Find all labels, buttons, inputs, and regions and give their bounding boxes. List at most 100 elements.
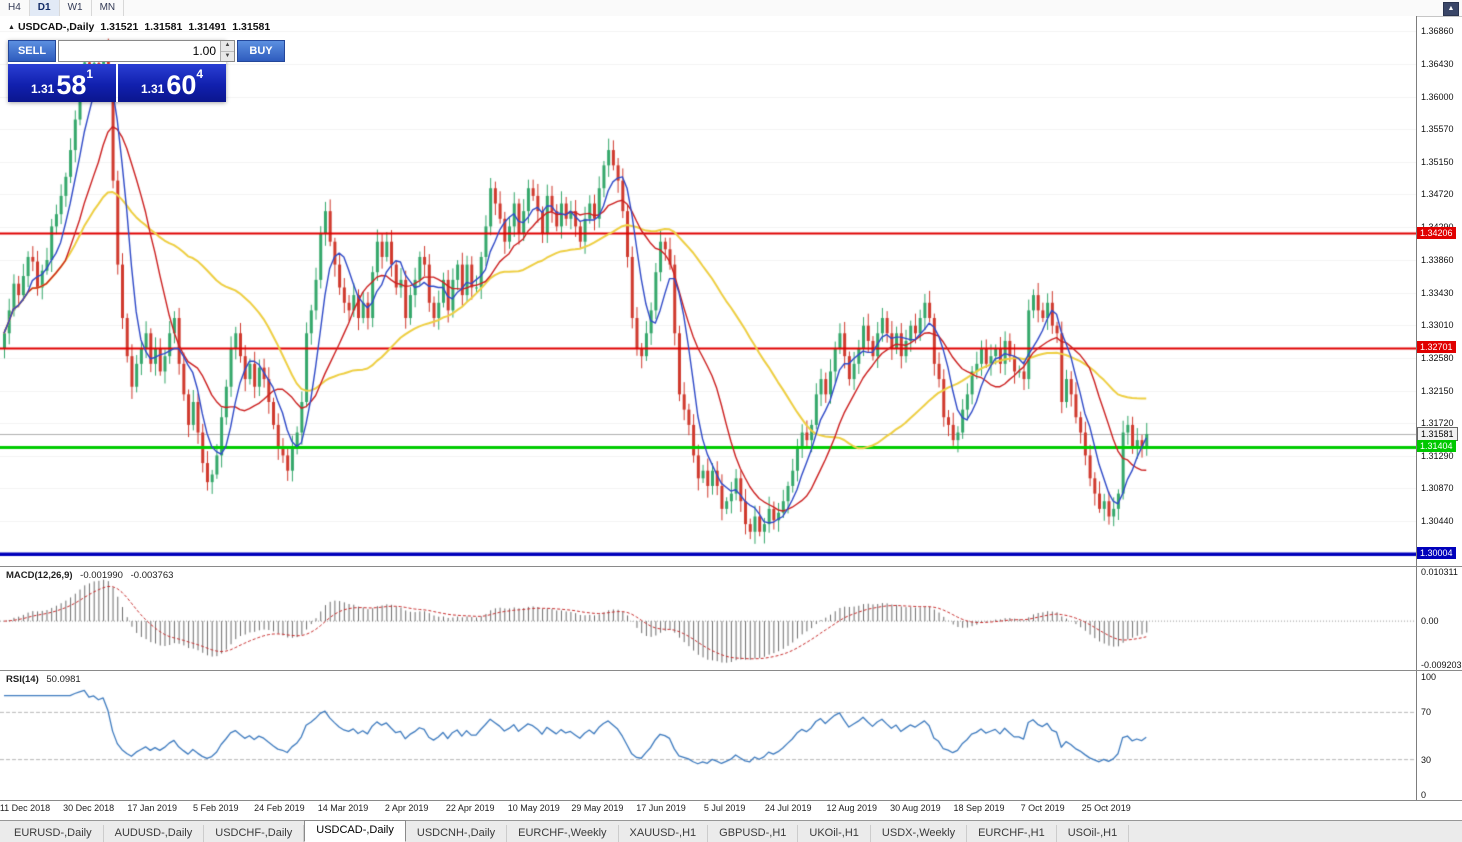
- rsi-axis-label: 100: [1421, 672, 1437, 682]
- ohlc-close: 1.31581: [232, 21, 271, 33]
- sell-price-prefix: 1.31: [30, 82, 55, 96]
- date-label: 5 Jul 2019: [703, 803, 746, 813]
- chart-tab-usoil[interactable]: USOil-,H1: [1057, 825, 1130, 842]
- buy-button[interactable]: BUY: [237, 40, 285, 62]
- date-label: 7 Oct 2019: [1020, 803, 1065, 813]
- date-label: 11 Dec 2018: [0, 803, 51, 813]
- buy-price-prefix: 1.31: [140, 82, 165, 96]
- price-axis-label: 1.35570: [1421, 124, 1454, 135]
- sell-price-display[interactable]: 1.31 58 1: [8, 64, 116, 102]
- one-click-toggle-icon[interactable]: ▲: [8, 24, 15, 31]
- date-label: 12 Aug 2019: [826, 803, 878, 813]
- price-axis-label: 1.32580: [1421, 352, 1454, 363]
- buy-price-display[interactable]: 1.31 60 4: [118, 64, 226, 102]
- ohlc-high: 1.31581: [144, 21, 183, 33]
- chart-tab-usdx[interactable]: USDX-,Weekly: [871, 825, 968, 842]
- price-axis-border: [1416, 16, 1417, 800]
- sell-price-big: 58: [56, 70, 87, 100]
- price-axis-label: 1.35150: [1421, 156, 1454, 167]
- current-price-tag: 1.31581: [1417, 426, 1458, 441]
- rsi-canvas[interactable]: [0, 671, 1416, 800]
- date-label: 24 Jul 2019: [764, 803, 812, 813]
- chart-tab-usdchf[interactable]: USDCHF-,Daily: [204, 825, 305, 842]
- timeframe-button-w1[interactable]: W1: [60, 0, 92, 16]
- date-label: 2 Apr 2019: [384, 803, 429, 813]
- date-label: 30 Dec 2018: [63, 803, 115, 813]
- macd-axis-label: -0.009203: [1421, 660, 1462, 670]
- date-label: 22 Apr 2019: [445, 803, 495, 813]
- level-price-tag: 1.34206: [1417, 226, 1456, 239]
- price-axis-label: 1.32150: [1421, 385, 1454, 396]
- buy-price-big: 60: [166, 70, 197, 100]
- volume-up-icon[interactable]: ▲: [221, 41, 234, 52]
- macd-canvas[interactable]: [0, 567, 1416, 670]
- macd-axis-label: 0.010311: [1421, 567, 1458, 577]
- chart-tab-usdcnh[interactable]: USDCNH-,Daily: [406, 825, 508, 842]
- macd-value-1: -0.001990: [80, 570, 123, 581]
- chart-tab-gbpusd[interactable]: GBPUSD-,H1: [708, 825, 799, 842]
- volume-box: ▲ ▼: [58, 40, 235, 62]
- buy-price-pip: 4: [196, 67, 204, 81]
- chart-tab-usdcad[interactable]: USDCAD-,Daily: [304, 820, 406, 842]
- date-label: 17 Jun 2019: [636, 803, 686, 813]
- rsi-axis-label: 30: [1421, 754, 1432, 765]
- panel-separator[interactable]: [0, 670, 1462, 671]
- main-chart-canvas[interactable]: [0, 16, 1416, 566]
- price-axis-label: 1.30440: [1421, 516, 1454, 527]
- price-axis-label: 1.30870: [1421, 483, 1454, 494]
- volume-stepper: ▲ ▼: [220, 41, 234, 61]
- date-label: 30 Aug 2019: [890, 803, 941, 813]
- rsi-title: RSI(14) 50.0981: [6, 674, 81, 685]
- ohlc-open: 1.31521: [100, 21, 139, 33]
- price-axis-label: 1.33860: [1421, 255, 1454, 265]
- level-price-tag: 1.31404: [1417, 440, 1456, 453]
- timeframe-toolbar: H4 D1 W1 MN: [0, 0, 1462, 17]
- ohlc-low: 1.31491: [188, 21, 227, 33]
- macd-title: MACD(12,26,9) -0.001990 -0.003763: [6, 570, 173, 581]
- rsi-name: RSI(14): [6, 674, 39, 685]
- chart-ohlc-header: ▲ USDCAD-,Daily 1.31521 1.31581 1.31491 1.315…: [8, 21, 270, 33]
- date-label: 5 Feb 2019: [193, 803, 239, 813]
- price-axis-label: 1.33430: [1421, 287, 1454, 298]
- one-click-trading-panel: SELL ▲ ▼ BUY 1.31 58 1 1.31 60 4: [8, 40, 285, 102]
- chart-tab-ukoil[interactable]: UKOil-,H1: [798, 825, 871, 842]
- panel-separator[interactable]: [0, 800, 1462, 801]
- date-label: 18 Sep 2019: [953, 803, 1005, 813]
- chart-tab-eurchf[interactable]: EURCHF-,H1: [967, 825, 1057, 842]
- macd-value-2: -0.003763: [130, 570, 174, 581]
- level-price-tag: 1.30004: [1417, 547, 1456, 560]
- chart-tab-eurusd[interactable]: EURUSD-,Daily: [3, 825, 104, 842]
- sell-button[interactable]: SELL: [8, 40, 56, 62]
- macd-name: MACD(12,26,9): [6, 570, 73, 581]
- chart-tab-bar: EURUSD-,Daily AUDUSD-,Daily USDCHF-,Daily U…: [0, 820, 1462, 842]
- rsi-value: 50.0981: [46, 674, 81, 685]
- volume-down-icon[interactable]: ▼: [221, 51, 234, 61]
- timeframe-button-d1[interactable]: D1: [29, 0, 60, 16]
- scroll-up-icon[interactable]: ▲: [1443, 2, 1459, 16]
- date-label: 10 May 2019: [507, 803, 560, 813]
- price-axis-label: 1.36430: [1421, 58, 1454, 69]
- price-axis-label: 1.31720: [1421, 418, 1454, 429]
- chart-tab-eurchf[interactable]: EURCHF-,Weekly: [507, 825, 619, 842]
- price-axis-label: 1.36000: [1421, 91, 1454, 102]
- rsi-axis-label: 0: [1421, 790, 1427, 800]
- sell-price-pip: 1: [86, 67, 94, 81]
- chart-tab-xauusd[interactable]: XAUUSD-,H1: [619, 825, 709, 842]
- rsi-axis-label: 70: [1421, 707, 1432, 718]
- date-label: 17 Jan 2019: [127, 803, 177, 813]
- price-axis-label: 1.31290: [1421, 451, 1454, 462]
- price-axis-label: 1.36860: [1421, 26, 1454, 36]
- timeframe-button-mn[interactable]: MN: [92, 0, 125, 16]
- volume-input[interactable]: [59, 41, 220, 61]
- symbol-title: USDCAD-,Daily: [17, 21, 95, 33]
- date-label: 24 Feb 2019: [254, 803, 305, 813]
- date-label: 29 May 2019: [571, 803, 624, 813]
- date-label: 25 Oct 2019: [1081, 803, 1131, 813]
- chart-tab-audusd[interactable]: AUDUSD-,Daily: [104, 825, 205, 842]
- level-price-tag: 1.32701: [1417, 341, 1456, 354]
- price-axis-label: 1.33010: [1421, 319, 1454, 330]
- panel-separator[interactable]: [0, 566, 1462, 567]
- macd-axis-label: 0.00: [1421, 616, 1439, 627]
- timeframe-button-h4[interactable]: H4: [0, 0, 30, 16]
